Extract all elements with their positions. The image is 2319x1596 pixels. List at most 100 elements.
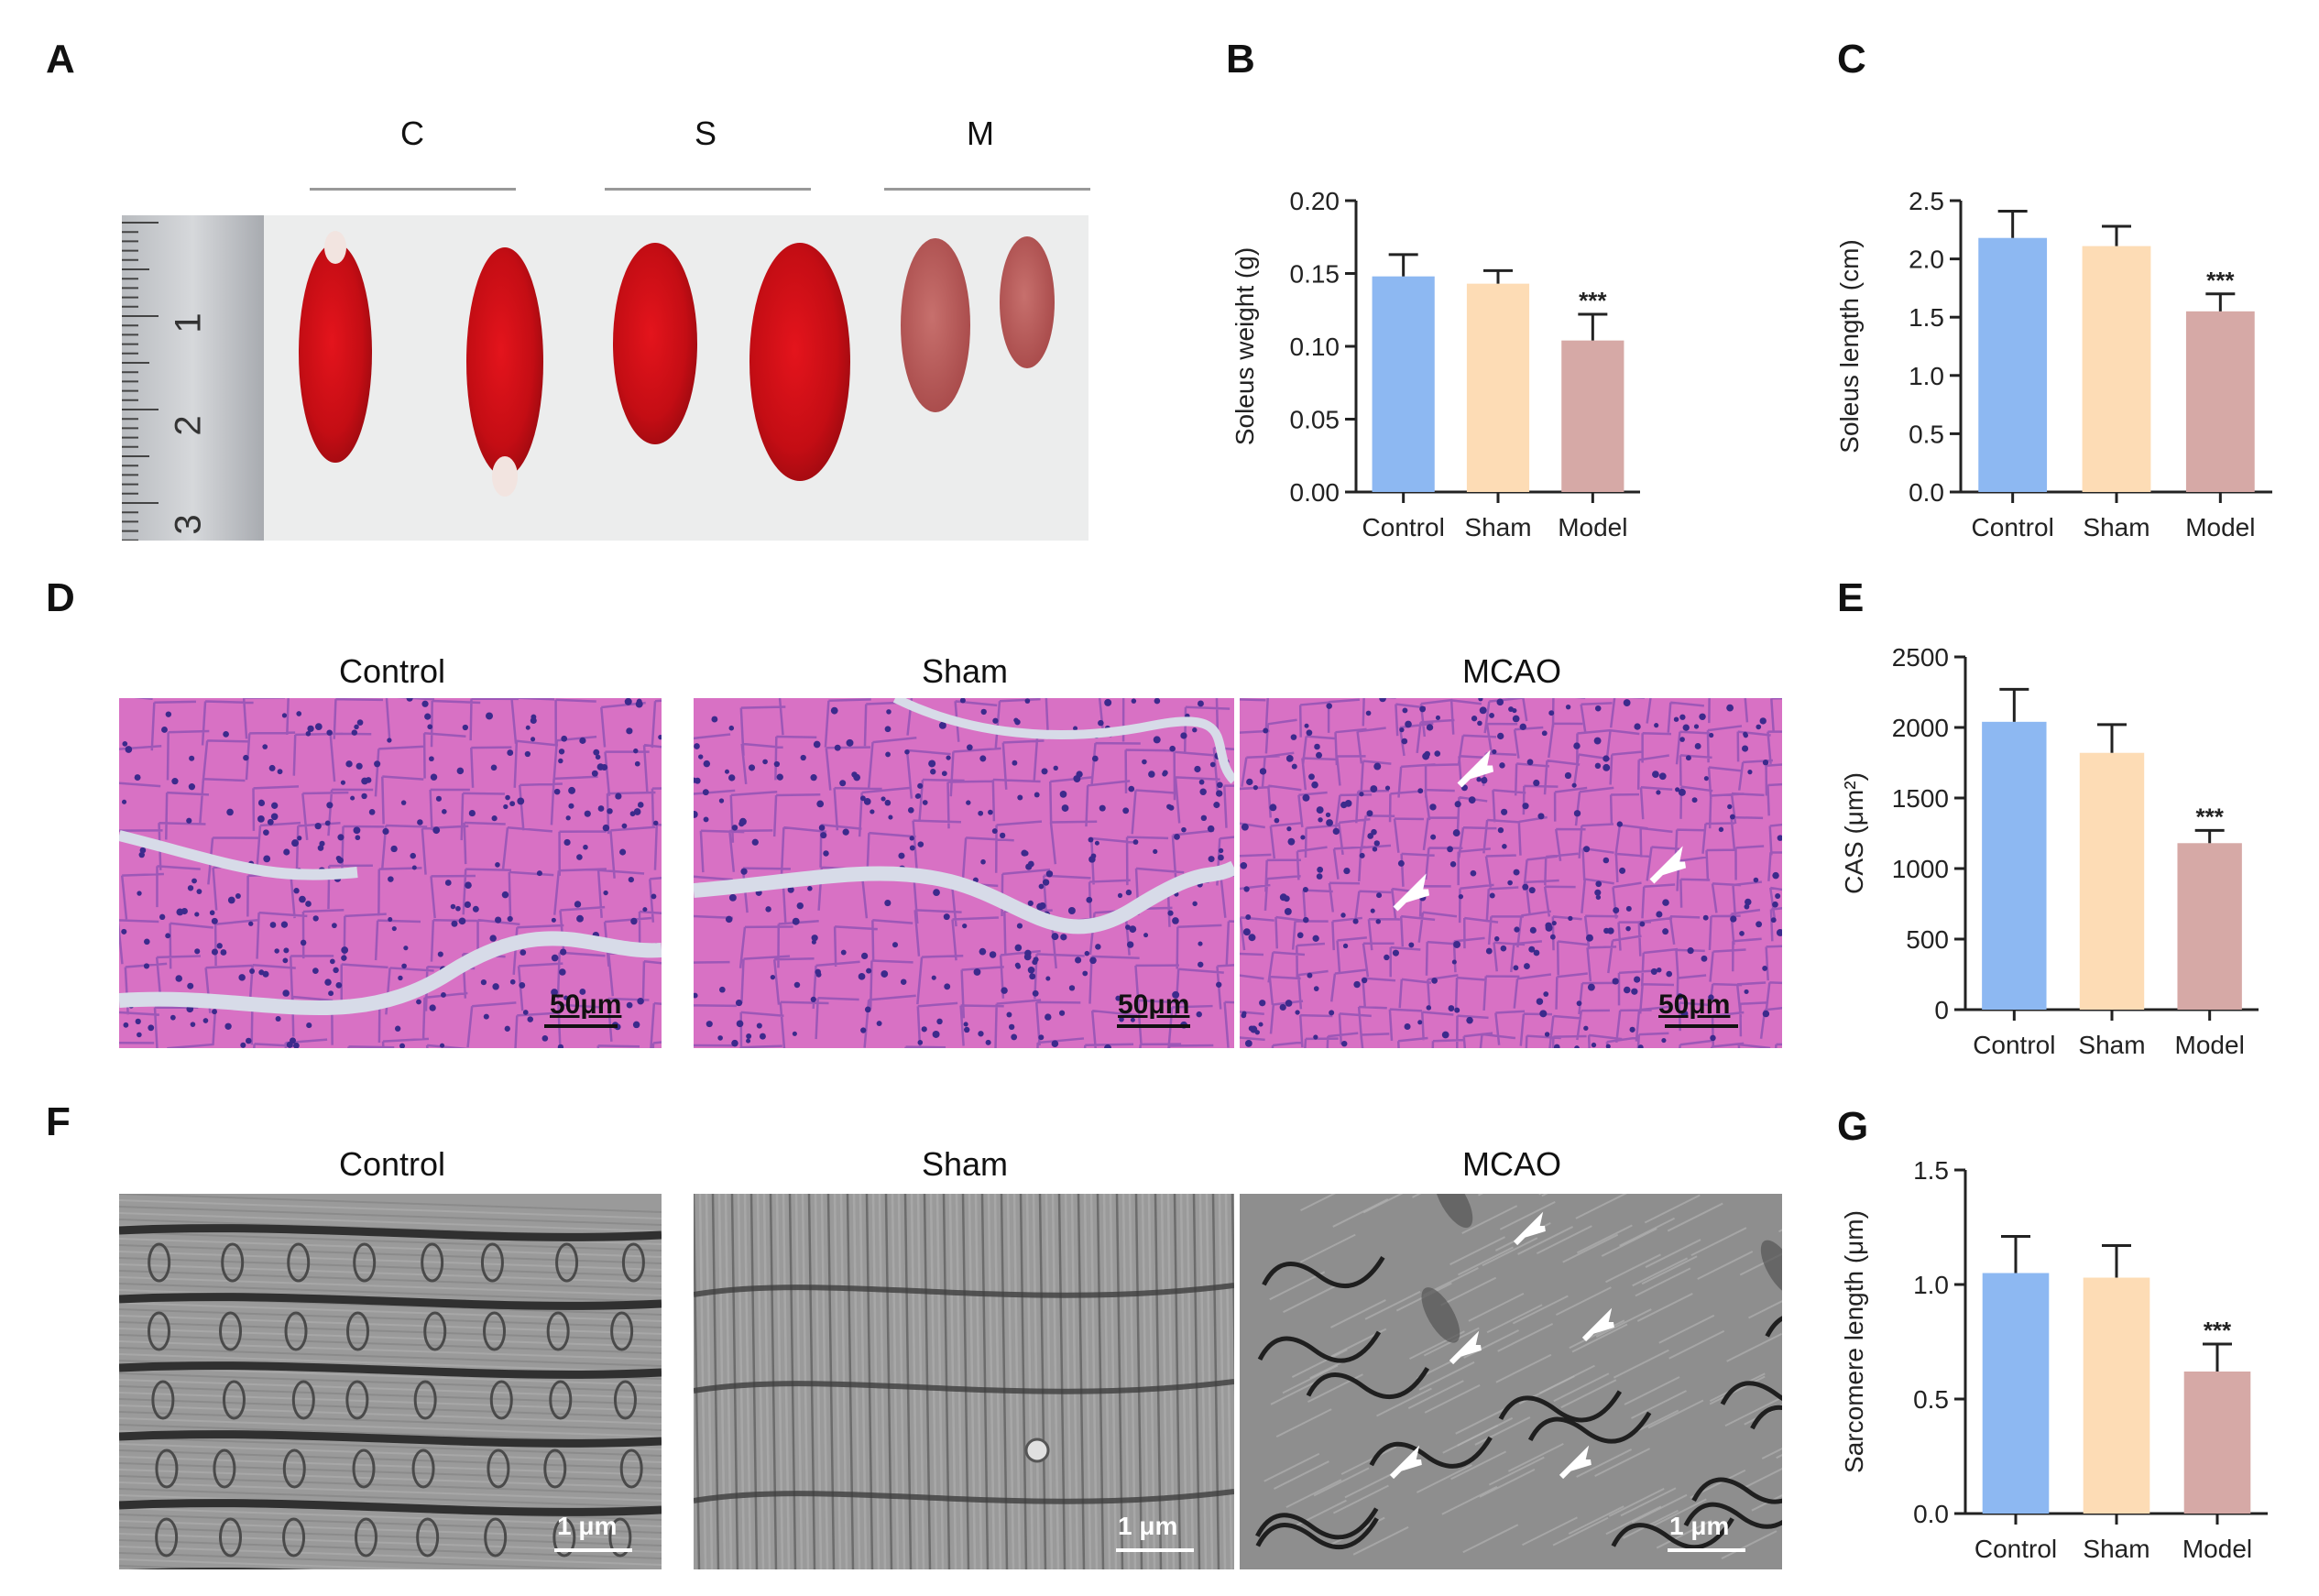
nucleus bbox=[711, 716, 718, 723]
nucleus bbox=[1073, 726, 1078, 731]
mitochondrion bbox=[1421, 1287, 1460, 1343]
myofibril bbox=[119, 1206, 662, 1226]
nucleus bbox=[1058, 1010, 1066, 1016]
nucleus bbox=[864, 1006, 871, 1013]
panel-label-c: C bbox=[1837, 37, 1866, 82]
nucleus bbox=[702, 789, 709, 796]
nucleus bbox=[1591, 1042, 1597, 1048]
nucleus bbox=[1568, 915, 1573, 922]
nucleus bbox=[811, 939, 816, 945]
nucleus bbox=[904, 749, 910, 755]
ruler-number-3: 3 bbox=[168, 514, 209, 535]
nucleus bbox=[330, 958, 335, 965]
myofibril bbox=[1641, 1255, 1698, 1285]
group-label-m: M bbox=[967, 115, 994, 152]
myofibril bbox=[1045, 1194, 1054, 1569]
arrow-icon bbox=[1393, 873, 1430, 912]
nucleus bbox=[326, 802, 334, 809]
nucleus bbox=[568, 786, 576, 794]
nucleus bbox=[860, 952, 869, 960]
nucleus bbox=[1528, 887, 1536, 894]
tissue-crack bbox=[119, 931, 662, 1016]
nucleus bbox=[1198, 961, 1204, 967]
nucleus bbox=[1419, 705, 1427, 713]
nucleus bbox=[1326, 819, 1333, 826]
nucleus bbox=[1539, 1010, 1548, 1018]
myofibril bbox=[119, 1552, 635, 1569]
nucleus bbox=[1302, 793, 1310, 802]
myofibril bbox=[1006, 1194, 1015, 1569]
nucleus bbox=[820, 832, 827, 839]
myofibril bbox=[1134, 1194, 1143, 1569]
nucleus bbox=[450, 903, 456, 910]
muscle-photo-svg bbox=[122, 215, 1088, 541]
nucleus bbox=[1708, 994, 1714, 1000]
disrupted-z-line bbox=[1720, 1381, 1782, 1405]
nucleus bbox=[576, 914, 584, 923]
nucleus bbox=[626, 727, 633, 735]
nucleus bbox=[1710, 1034, 1716, 1042]
mitochondrion bbox=[346, 1311, 370, 1351]
nucleus bbox=[1650, 967, 1657, 975]
disrupted-z-line bbox=[1765, 1316, 1782, 1338]
mitochondrion bbox=[291, 1380, 315, 1420]
nucleus bbox=[1694, 743, 1701, 749]
nucleus bbox=[1343, 867, 1351, 875]
nucleus bbox=[468, 809, 476, 817]
nucleus bbox=[165, 933, 171, 939]
nucleus bbox=[1241, 823, 1249, 831]
x-tick-label: Control bbox=[1973, 1031, 2055, 1059]
nucleus bbox=[621, 823, 628, 829]
nucleus bbox=[1198, 941, 1203, 946]
myofibril bbox=[993, 1194, 1002, 1569]
nucleus bbox=[725, 915, 733, 924]
nucleus bbox=[1042, 879, 1050, 886]
tendon bbox=[324, 231, 346, 264]
x-tick-label: Model bbox=[2185, 513, 2255, 541]
nucleus bbox=[1242, 1011, 1247, 1016]
disrupted-z-line bbox=[1683, 1502, 1782, 1529]
nucleus bbox=[964, 1026, 970, 1033]
nucleus bbox=[915, 793, 922, 799]
nucleus bbox=[1166, 803, 1172, 810]
myofibril bbox=[743, 1194, 752, 1569]
myofibril bbox=[1290, 1499, 1347, 1529]
nucleus bbox=[973, 967, 981, 976]
nucleus bbox=[1573, 742, 1581, 749]
nucleus bbox=[1574, 1045, 1580, 1048]
nucleus bbox=[1657, 967, 1662, 973]
nucleus bbox=[1300, 835, 1306, 840]
x-tick-label: Sham bbox=[1464, 513, 1531, 541]
nucleus bbox=[518, 798, 523, 804]
nucleus bbox=[1199, 788, 1207, 795]
group-line-s bbox=[605, 188, 811, 191]
nucleus bbox=[1537, 813, 1545, 820]
nucleus bbox=[1607, 927, 1614, 935]
nucleus bbox=[387, 738, 392, 743]
myofibril bbox=[1364, 1290, 1421, 1320]
myofibril bbox=[1291, 1349, 1348, 1378]
myofibril bbox=[1038, 1194, 1047, 1569]
nucleus bbox=[1326, 703, 1332, 709]
ruler bbox=[122, 215, 264, 541]
nucleus bbox=[171, 778, 179, 785]
nucleus bbox=[1772, 871, 1779, 880]
nucleus bbox=[283, 947, 290, 954]
x-tick-label: Sham bbox=[2083, 1535, 2149, 1563]
nucleus bbox=[1417, 788, 1424, 794]
nucleus bbox=[1032, 989, 1039, 997]
nucleus bbox=[637, 802, 644, 808]
mitochondrion bbox=[148, 1242, 171, 1283]
myofibril bbox=[1442, 1424, 1499, 1454]
nucleus bbox=[1246, 778, 1253, 786]
nucleus bbox=[881, 970, 889, 978]
x-tick-label: Control bbox=[1362, 513, 1445, 541]
nucleus bbox=[576, 854, 583, 860]
nucleus bbox=[1656, 911, 1663, 918]
nucleus bbox=[509, 978, 516, 985]
nucleus bbox=[632, 1021, 640, 1029]
nucleus bbox=[1122, 807, 1130, 814]
nucleus bbox=[703, 816, 709, 823]
nucleus bbox=[441, 992, 446, 998]
nucleus bbox=[1285, 1000, 1293, 1007]
